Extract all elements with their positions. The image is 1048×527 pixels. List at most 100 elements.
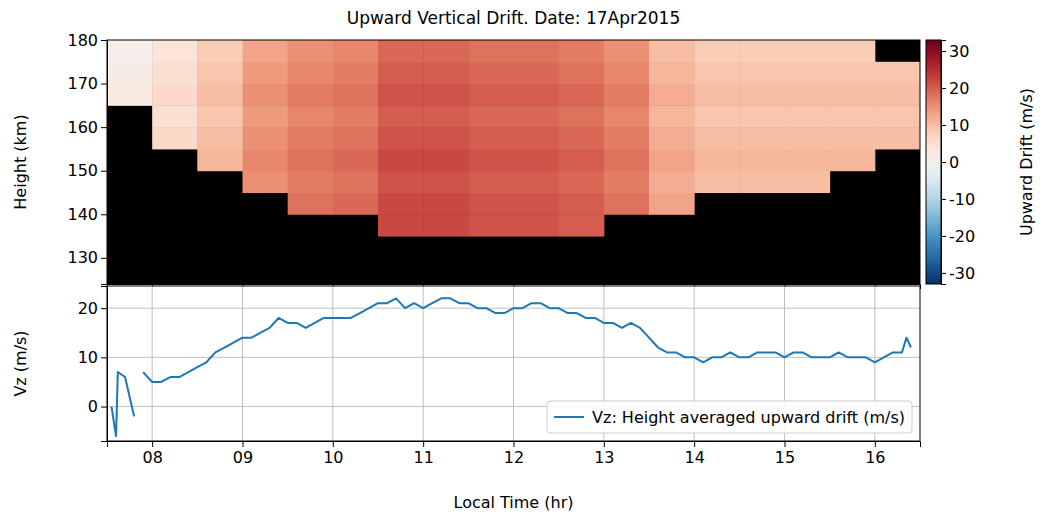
heatmap-cell	[739, 40, 785, 62]
tick-mark	[875, 441, 876, 447]
grid-line	[242, 286, 243, 441]
heatmap-cell	[378, 62, 424, 84]
heatmap-cell	[333, 105, 379, 127]
tick-mark	[243, 441, 244, 447]
heatmap-cell	[875, 105, 920, 127]
heatmap-cell	[152, 105, 198, 127]
tick-label: 0	[949, 153, 959, 172]
tick: 0	[88, 397, 107, 416]
tick: 10	[323, 441, 343, 467]
tick-label: 150	[67, 161, 98, 180]
heatmap-cell	[694, 84, 740, 106]
heatmap-cell	[649, 105, 695, 127]
heatmap-cell	[785, 171, 831, 193]
tick-label: 10	[323, 448, 343, 467]
tick-mark	[941, 125, 946, 126]
heatmap-cell	[197, 127, 243, 149]
heatmap-plot	[107, 40, 920, 284]
heatmap-cell	[559, 149, 605, 171]
tick: 10	[78, 348, 107, 367]
heatmap-cell	[197, 84, 243, 106]
axis: -30-20-100102030	[941, 41, 975, 285]
heatmap-cell	[152, 127, 198, 149]
tick-label: -30	[949, 264, 975, 283]
axis: 130140150160170180	[67, 31, 107, 285]
tick-mark	[941, 199, 946, 200]
heatmap-cell	[333, 62, 379, 84]
tick-label: 160	[67, 118, 98, 137]
tick: 160	[67, 118, 107, 137]
heatmap-cell	[694, 105, 740, 127]
lines	[112, 298, 911, 436]
heatmap-cell	[604, 193, 650, 215]
heatmap-cell	[288, 105, 334, 127]
tick: 11	[413, 441, 433, 467]
axis: 080910111213141516	[108, 441, 921, 467]
heatmap-cell	[559, 84, 605, 106]
heatmap-cell	[468, 105, 514, 127]
heatmap-cell	[423, 214, 469, 236]
plot-frame	[107, 40, 920, 284]
heatmap-cell	[514, 193, 560, 215]
heatmap-cell	[378, 171, 424, 193]
tick-mark	[941, 51, 946, 52]
heatmap-cell	[559, 105, 605, 127]
heatmap-cell	[197, 40, 243, 62]
heatmap-cell	[333, 149, 379, 171]
heatmap-cell	[378, 84, 424, 106]
heatmap-cell	[468, 62, 514, 84]
tick-mark	[101, 171, 107, 172]
line	[112, 298, 911, 436]
legend: Vz: Height averaged upward drift (m/s)	[547, 401, 912, 433]
heatmap-cell	[649, 62, 695, 84]
tick-mark	[514, 441, 515, 447]
heatmap-cell	[423, 40, 469, 62]
heatmap-cell	[875, 127, 920, 149]
heatmap-cell	[423, 171, 469, 193]
tick-mark	[101, 127, 107, 128]
chart: Upward Vertical Drift. Date: 17Apr201513…	[0, 0, 1048, 527]
heatmap-cell	[604, 149, 650, 171]
tick-label: -10	[949, 190, 975, 209]
tick: 0	[941, 153, 959, 172]
heatmap-cell	[739, 171, 785, 193]
tick-mark	[941, 162, 946, 163]
heatmap-cell	[197, 62, 243, 84]
heatmap-cell	[423, 62, 469, 84]
heatmap-cell	[378, 149, 424, 171]
legend-swatch	[554, 416, 584, 418]
tick: 140	[67, 205, 107, 224]
tick-mark	[333, 441, 334, 447]
heatmap-cell	[107, 84, 153, 106]
heatmap-cell	[785, 40, 831, 62]
heatmap-cell	[830, 105, 876, 127]
heatmap-cell	[559, 40, 605, 62]
grid-line	[332, 286, 333, 441]
y-axis-title: Height (km)	[11, 114, 30, 209]
tick-label: 0	[88, 397, 98, 416]
tick: 20	[78, 299, 107, 318]
heatmap-cell	[875, 84, 920, 106]
heatmap-cell	[830, 40, 876, 62]
heatmap-cell	[649, 127, 695, 149]
tick: -20	[941, 227, 975, 246]
tick-label: 16	[865, 448, 885, 467]
y-axis-title: Vz (m/s)	[11, 330, 30, 396]
heatmap-cell	[649, 40, 695, 62]
tick-mark	[423, 441, 424, 447]
axis: 0 10 20	[78, 287, 108, 442]
heatmap-cell	[288, 62, 334, 84]
heatmap-cell	[875, 62, 920, 84]
grid-line	[423, 286, 424, 441]
heatmap-cell	[288, 127, 334, 149]
heatmap-cell	[694, 62, 740, 84]
heatmap-cell	[514, 171, 560, 193]
heatmap-cell	[243, 40, 289, 62]
tick-mark	[101, 40, 107, 41]
heatmap-cell	[243, 84, 289, 106]
heatmap-cell	[785, 149, 831, 171]
heatmap-cell	[152, 84, 198, 106]
plot-frame	[107, 286, 920, 441]
heatmap-cell	[604, 62, 650, 84]
heatmap-cell	[830, 127, 876, 149]
